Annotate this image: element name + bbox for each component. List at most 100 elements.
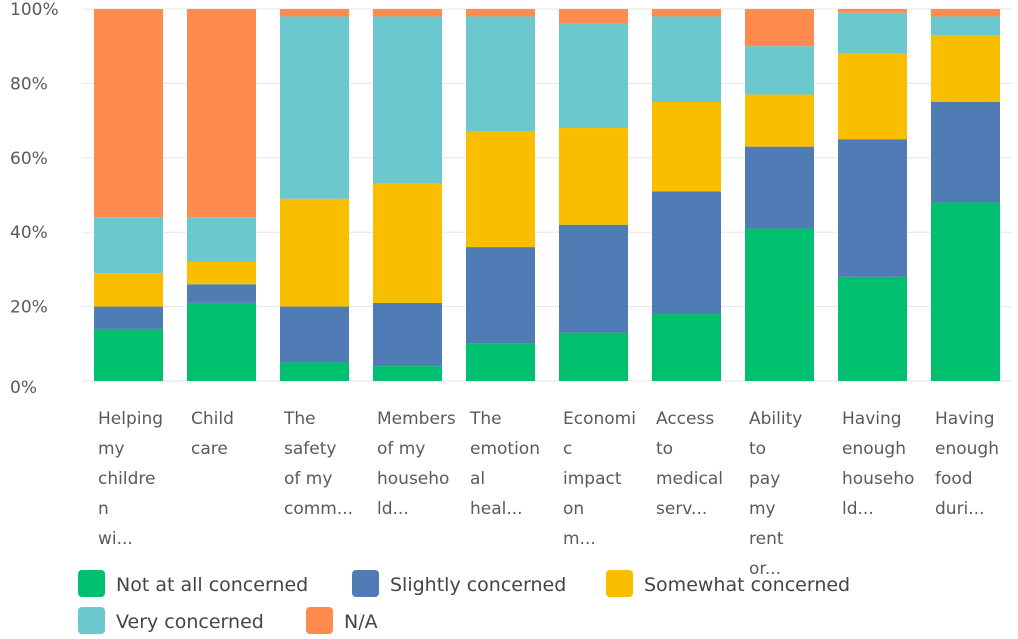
bar-segment[interactable] <box>280 306 349 363</box>
y-axis-ticks: 0% 20% 40% 60% 80% 100% <box>10 0 59 398</box>
bar-segment[interactable] <box>838 9 907 13</box>
x-tick-label-line: al <box>470 469 485 489</box>
bar-segment[interactable] <box>94 217 163 274</box>
bar-segment[interactable] <box>559 9 628 24</box>
x-tick-label-line: Economi <box>563 409 636 429</box>
bar-segment[interactable] <box>838 276 907 381</box>
legend-label[interactable]: Slightly concerned <box>390 574 566 596</box>
bar-segment[interactable] <box>931 35 1000 102</box>
bar-segment[interactable] <box>931 202 1000 381</box>
x-tick-label-line: to <box>749 439 766 459</box>
bar-segment[interactable] <box>745 146 814 229</box>
bar-segment[interactable] <box>187 217 256 262</box>
x-tick-label-line: Having <box>935 409 995 429</box>
x-tick-label-line: duri... <box>935 499 985 519</box>
x-tick-label-line: Access <box>656 409 714 429</box>
bar-segment[interactable] <box>94 306 163 329</box>
x-tick-label-line: to <box>656 439 673 459</box>
x-tick-label-line: emotion <box>470 439 540 459</box>
x-tick-label: Having enough househo ld... <box>842 409 914 519</box>
legend-swatch[interactable] <box>606 570 633 597</box>
bar-segment[interactable] <box>559 128 628 225</box>
x-axis-labels: Helping my childre n wi... Child care The safety… <box>98 409 999 579</box>
bar-segment[interactable] <box>838 53 907 140</box>
x-tick-label-line: food <box>935 469 973 489</box>
bar-segment[interactable] <box>931 16 1000 36</box>
x-tick-label-line: Ability <box>749 409 802 429</box>
bar-segment[interactable] <box>280 9 349 17</box>
bar-segment[interactable] <box>652 102 721 192</box>
x-tick-label-line: enough <box>842 439 906 459</box>
bar-segment[interactable] <box>745 9 814 47</box>
legend-label[interactable]: Not at all concerned <box>116 574 308 596</box>
bar-segment[interactable] <box>931 9 1000 17</box>
bar-segment[interactable] <box>559 23 628 129</box>
x-tick-label-line: ld... <box>377 499 409 519</box>
x-tick-label: Child care <box>191 409 234 459</box>
bar-segment[interactable] <box>745 228 814 381</box>
x-tick-label: Members of my househo ld... <box>377 409 456 519</box>
x-tick-label-line: househo <box>377 469 449 489</box>
legend-swatch[interactable] <box>78 607 105 634</box>
bar-segment[interactable] <box>187 261 256 285</box>
x-tick-label-line: Members <box>377 409 456 429</box>
bar-segment[interactable] <box>466 16 535 132</box>
y-tick-label: 20% <box>10 298 48 318</box>
legend-swatch[interactable] <box>78 570 105 597</box>
x-tick-label-line: on <box>563 499 584 519</box>
x-tick-label: Helping my childre n wi... <box>98 409 163 549</box>
bar-segment[interactable] <box>187 9 256 218</box>
bar-segment[interactable] <box>652 16 721 102</box>
x-tick-label-line: of my <box>377 439 425 459</box>
x-tick-label-line: of my <box>284 469 332 489</box>
x-tick-label-line: m... <box>563 529 596 549</box>
x-tick-label-line: Child <box>191 409 234 429</box>
bar-segment[interactable] <box>187 284 256 303</box>
bar-segment[interactable] <box>652 314 721 381</box>
bar-segment[interactable] <box>94 328 163 381</box>
x-tick-label-line: rent <box>749 529 784 549</box>
bar-segment[interactable] <box>187 302 256 381</box>
bar-segment[interactable] <box>931 102 1000 203</box>
bar-segment[interactable] <box>373 183 442 303</box>
bar-segment[interactable] <box>373 16 442 184</box>
x-tick-label-line: medical <box>656 469 723 489</box>
legend-label[interactable]: Very concerned <box>116 611 264 633</box>
x-tick-label-line: comm... <box>284 499 353 519</box>
bar-segment[interactable] <box>652 9 721 17</box>
bar-segment[interactable] <box>280 16 349 199</box>
bar-segment[interactable] <box>466 247 535 344</box>
bar-segment[interactable] <box>280 198 349 307</box>
bar-segment[interactable] <box>466 343 535 381</box>
y-tick-label: 80% <box>10 74 48 94</box>
bar-segment[interactable] <box>466 131 535 248</box>
bar-segment[interactable] <box>745 46 814 95</box>
bar-segment[interactable] <box>373 302 442 367</box>
bar-segment[interactable] <box>652 191 721 315</box>
bar-segment[interactable] <box>838 12 907 54</box>
x-tick-label-line: wi... <box>98 529 133 549</box>
bar-segment[interactable] <box>466 9 535 17</box>
legend-label[interactable]: Somewhat concerned <box>644 574 850 596</box>
legend-swatch[interactable] <box>352 570 379 597</box>
x-tick-label: Access to medical serv... <box>656 409 723 519</box>
bars <box>94 9 1000 381</box>
x-tick-label-line: my <box>749 499 776 519</box>
bar-segment[interactable] <box>280 362 349 381</box>
bar-segment[interactable] <box>559 224 628 333</box>
x-tick-label-line: c <box>563 439 572 459</box>
x-tick-label-line: my <box>98 439 125 459</box>
bar-segment[interactable] <box>838 139 907 277</box>
x-tick-label: The safety of my comm... <box>283 409 353 519</box>
bar-segment[interactable] <box>559 332 628 381</box>
bar-segment[interactable] <box>94 273 163 307</box>
y-tick-label: 0% <box>10 378 37 398</box>
legend-label[interactable]: N/A <box>344 611 378 633</box>
bar-segment[interactable] <box>745 94 814 147</box>
bar-segment[interactable] <box>373 366 442 381</box>
x-tick-label-line: Having <box>842 409 902 429</box>
bar-segment[interactable] <box>373 9 442 17</box>
legend-swatch[interactable] <box>306 607 333 634</box>
bar-segment[interactable] <box>94 9 163 218</box>
